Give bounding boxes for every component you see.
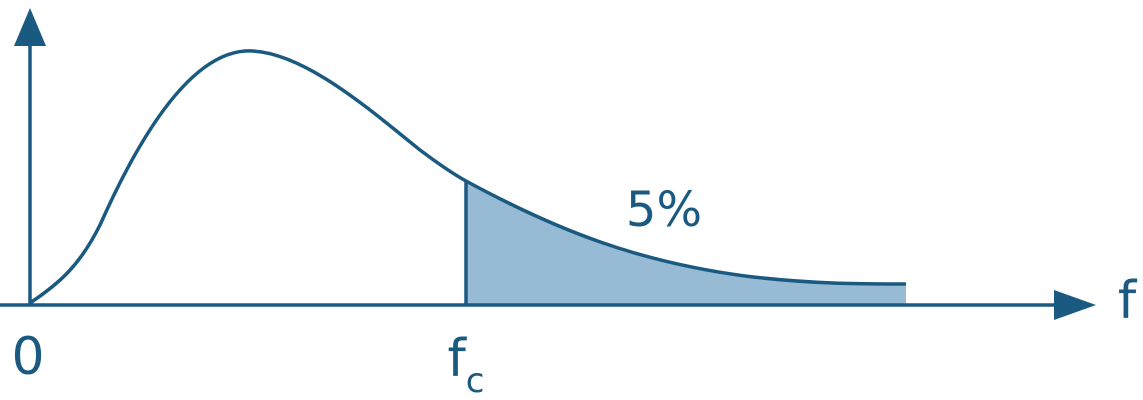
critical-value-label: fc [447,329,484,400]
critical-value-main: f [447,329,467,389]
origin-label: 0 [11,327,44,387]
critical-value-subscript: c [466,361,485,400]
x-axis-label: f [1118,271,1138,331]
density-curve [29,49,907,305]
tail-area-label: 5% [626,182,702,238]
x-axis-arrow [1054,290,1096,320]
tail-area-shading [466,181,906,305]
y-axis-arrow [14,8,46,46]
